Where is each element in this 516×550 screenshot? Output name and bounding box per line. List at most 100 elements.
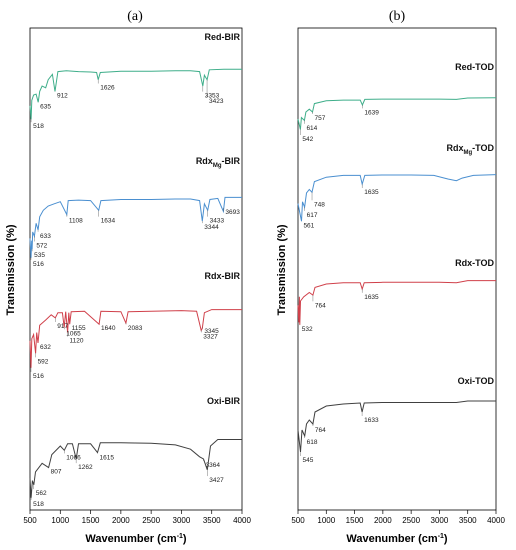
panel-b-x-tick-label-5: 3000 [431, 516, 449, 525]
panel-b-series-2-peak-label-0: 532 [302, 326, 313, 333]
panel-b-series-3-peak-label-1: 618 [307, 439, 318, 446]
panel-a-series-0-peak-label-2: 912 [57, 93, 68, 100]
panel-a-series-0-peak-label-0: 518 [33, 123, 44, 130]
panel-a-x-tick-label-0: 500 [23, 516, 37, 525]
panel-a-series-1-peak-label-8: 3693 [225, 209, 240, 216]
panel-b-x-tick-label-0: 500 [291, 516, 305, 525]
series-label-main: Rdx [446, 143, 463, 153]
panel-a-series-2-peak-label-8: 2083 [128, 325, 143, 332]
series-label-main: Oxi-BIR [207, 396, 241, 406]
panel-a-x-axis-title-sup: -1 [177, 533, 183, 540]
panel-a-series-1-peak-label-6: 3344 [204, 224, 219, 231]
panel-a-series-1-peak-label-1: 535 [34, 252, 45, 259]
series-label-main: Red-TOD [455, 62, 494, 72]
panel-a-series-3-line [29, 439, 242, 498]
panel-b-series-1-peak-label-0: 561 [303, 222, 314, 229]
panel-b-series-1-peak-label-2: 748 [314, 201, 325, 208]
panel-a-x-axis-title-main: Wavenumber (cm [85, 533, 177, 545]
panel-b-series-1-line [297, 174, 497, 222]
panel-b-series-1-peak-label-1: 617 [307, 212, 318, 219]
panel-b-x-axis-title-sup: -1 [438, 533, 444, 540]
panel-b-series-0-peak-label-0: 542 [302, 136, 313, 143]
panel-a-series-3-label: Oxi-BIR [207, 396, 241, 406]
series-label-end: -TOD [472, 143, 494, 153]
panel-a-series-2-peak-label-3: 917 [57, 323, 68, 330]
panel-a-series-3-peak-label-0: 518 [33, 501, 44, 508]
panel-b-series-1-peak-label-3: 1635 [364, 189, 379, 196]
panel-a-series-1-peak-label-0: 516 [33, 261, 44, 268]
panel-b-series-3-peak-label-3: 1633 [364, 417, 379, 424]
series-label-main: Rdx-BIR [205, 271, 241, 281]
panel-b-series-3: Oxi-TOD 545 618 764 1633 [297, 376, 496, 464]
panel-a-series-1-peak-label-7: 3433 [210, 218, 225, 225]
panel-a-series-2-peak-label-6: 1155 [72, 325, 86, 332]
panel-b-x-tick-label-6: 3500 [459, 516, 477, 525]
panel-b-series-0: Red-TOD 542 614 757 1639 [297, 62, 497, 143]
panel-b-series-3-label: Oxi-TOD [458, 376, 495, 386]
panel-b-series-2-peak-label-2: 1635 [364, 294, 379, 301]
series-label-main: Red-BIR [205, 32, 241, 42]
panel-a-series-3-peak-label-7: 3427 [209, 477, 224, 484]
series-label-main: Rdx [196, 156, 213, 166]
panel-b-plot-frame [297, 27, 497, 511]
panel-a-series-0-line [29, 68, 242, 120]
panel-a-series-2-line [29, 309, 242, 368]
panel-a-series-3-peak-label-3: 1066 [66, 454, 81, 461]
panel-b-series-3-peak-label-2: 764 [315, 427, 326, 434]
panel-a-series-2-peak-label-1: 592 [38, 358, 49, 365]
panel-a-series-0-peak-label-4: 3353 [205, 93, 220, 100]
panel-b-series-0-label: Red-TOD [455, 62, 494, 72]
panel-b-x-tick-label-3: 2000 [374, 516, 392, 525]
panel-a-y-axis-title: Transmission (%) [5, 224, 17, 315]
panel-a-series-2-peak-label-7: 1640 [101, 325, 116, 332]
panel-a-x-tick-label-3: 2000 [112, 516, 130, 525]
panel-a-series-0-peak-label-1: 635 [40, 103, 51, 110]
panel-b-series-0-line [297, 97, 497, 130]
panel-a-x-tick-label-4: 2500 [142, 516, 160, 525]
panel-a-series-3-peak-label-4: 1262 [78, 464, 93, 471]
panel-a-x-axis-title-end: ) [183, 533, 187, 545]
panel-b-series-2-label: Rdx-TOD [455, 258, 494, 268]
panel-a-series-2-peak-label-9: 3345 [204, 328, 219, 335]
panel-a-series-0-peak-label-5: 3423 [209, 98, 224, 105]
panel-a-series-3-peak-label-1: 562 [36, 490, 47, 497]
panel-a-series-1-line [29, 196, 242, 258]
panel-a-series-3-peak-label-5: 1615 [100, 454, 115, 461]
panel-b-series-2-peak-label-1: 764 [315, 302, 326, 309]
series-label-sub: Mg [463, 150, 472, 156]
panel-b-series-0-peak-label-2: 757 [315, 115, 326, 122]
panel-a-series-2-peak-label-0: 516 [33, 373, 44, 380]
panel-a-series-1-peak-label-5: 1634 [101, 218, 116, 225]
panel-b-y-axis-title: Transmission (%) [276, 224, 288, 315]
panel-a-series-2-peak-label-2: 632 [40, 344, 51, 351]
panel-b-series-1-label: RdxMg-TOD [446, 143, 494, 156]
panel-a-series-1-label: RdxMg-BIR [196, 156, 241, 169]
panel-a-x-axis-title: Wavenumber (cm-1) [85, 533, 187, 545]
panel-a-series-2-peak-label-5: 1120 [70, 338, 84, 345]
panel-b-x-tick-label-4: 2500 [402, 516, 420, 525]
panel-a-series-1-peak-label-4: 1108 [69, 218, 83, 225]
panel-a-series-2-peak-label-10: 3327 [203, 333, 218, 340]
panel-b-x-tick-label-7: 4000 [487, 516, 505, 525]
panel-b-label: (b) [389, 9, 406, 24]
panel-b: (b) Transmission (%) 500 1000 1500 2000 2500… [276, 9, 505, 545]
panel-a-x-tick-label-2: 1500 [82, 516, 100, 525]
panel-b-series-0-peak-label-3: 1639 [364, 109, 379, 116]
panel-b-x-axis-title-end: ) [444, 533, 448, 545]
panel-a-series-0-peak-label-3: 1626 [100, 85, 115, 92]
panel-a-x-tick-label-7: 4000 [233, 516, 251, 525]
series-label-sub: Mg [213, 163, 222, 169]
panel-a-label: (a) [127, 9, 143, 24]
panel-b-x-axis-title: Wavenumber (cm-1) [346, 533, 448, 545]
panel-a-series-1-peak-label-3: 633 [40, 233, 51, 240]
panel-b-series: Red-TOD 542 614 757 1639 RdxMg-TOD 561 617 748 16… [297, 62, 497, 464]
panel-b-series-3-line [297, 400, 496, 453]
panel-b-series-1: RdxMg-TOD 561 617 748 1635 [297, 143, 497, 229]
series-label-main: Rdx-TOD [455, 258, 494, 268]
panel-a-series-2-label: Rdx-BIR [205, 271, 241, 281]
series-label-main: Oxi-TOD [458, 376, 495, 386]
